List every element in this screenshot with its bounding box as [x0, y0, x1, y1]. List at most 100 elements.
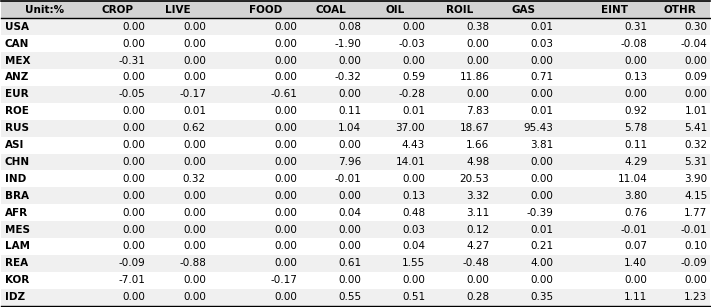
- Text: -0.61: -0.61: [270, 89, 297, 99]
- Text: -0.31: -0.31: [119, 56, 146, 65]
- Text: -0.09: -0.09: [119, 258, 146, 268]
- Text: 0.00: 0.00: [123, 22, 146, 32]
- Text: -0.39: -0.39: [527, 208, 553, 218]
- Text: 11.86: 11.86: [459, 72, 489, 83]
- Text: -0.17: -0.17: [270, 275, 297, 285]
- Text: 0.03: 0.03: [402, 224, 425, 235]
- Text: 0.01: 0.01: [530, 106, 553, 116]
- Text: USA: USA: [5, 22, 29, 32]
- Text: 0.00: 0.00: [183, 242, 206, 251]
- Text: 0.00: 0.00: [183, 292, 206, 302]
- Text: 3.32: 3.32: [466, 191, 489, 201]
- Text: LIVE: LIVE: [165, 5, 191, 15]
- Text: 4.00: 4.00: [530, 258, 553, 268]
- Text: 0.00: 0.00: [274, 123, 297, 133]
- Text: 0.07: 0.07: [624, 242, 647, 251]
- Text: 0.55: 0.55: [338, 292, 361, 302]
- Text: 0.00: 0.00: [123, 191, 146, 201]
- Text: 0.00: 0.00: [466, 56, 489, 65]
- Text: ASI: ASI: [5, 140, 24, 150]
- Text: 0.00: 0.00: [183, 72, 206, 83]
- Text: 4.29: 4.29: [624, 157, 647, 167]
- Text: 0.00: 0.00: [530, 157, 553, 167]
- Text: MEX: MEX: [5, 56, 31, 65]
- Text: -0.32: -0.32: [334, 72, 361, 83]
- Text: 0.00: 0.00: [624, 56, 647, 65]
- Text: 0.11: 0.11: [624, 140, 647, 150]
- Text: 0.00: 0.00: [466, 39, 489, 49]
- Bar: [1, 18, 710, 35]
- Text: KOR: KOR: [5, 275, 29, 285]
- Bar: [1, 137, 710, 154]
- Bar: [1, 86, 710, 103]
- Text: 0.00: 0.00: [274, 224, 297, 235]
- Bar: [1, 187, 710, 204]
- Text: IDZ: IDZ: [5, 292, 25, 302]
- Text: 0.10: 0.10: [685, 242, 707, 251]
- Bar: [1, 69, 710, 86]
- Text: 0.00: 0.00: [338, 242, 361, 251]
- Text: Unit:%: Unit:%: [25, 5, 64, 15]
- Text: 4.98: 4.98: [466, 157, 489, 167]
- Text: 0.00: 0.00: [183, 140, 206, 150]
- Text: 0.00: 0.00: [123, 292, 146, 302]
- Text: 0.35: 0.35: [530, 292, 553, 302]
- Text: 0.01: 0.01: [530, 224, 553, 235]
- Text: COAL: COAL: [316, 5, 346, 15]
- Text: FOOD: FOOD: [249, 5, 282, 15]
- Text: 1.01: 1.01: [685, 106, 707, 116]
- Text: 5.78: 5.78: [624, 123, 647, 133]
- Text: 0.00: 0.00: [338, 140, 361, 150]
- Text: -1.90: -1.90: [334, 39, 361, 49]
- Text: 7.83: 7.83: [466, 106, 489, 116]
- Text: 0.48: 0.48: [402, 208, 425, 218]
- Text: -0.28: -0.28: [398, 89, 425, 99]
- Text: OIL: OIL: [385, 5, 405, 15]
- Text: -0.03: -0.03: [398, 39, 425, 49]
- Text: 0.00: 0.00: [183, 191, 206, 201]
- Text: 0.00: 0.00: [183, 224, 206, 235]
- Text: LAM: LAM: [5, 242, 30, 251]
- Text: 0.92: 0.92: [624, 106, 647, 116]
- Text: 0.01: 0.01: [530, 22, 553, 32]
- Text: 0.03: 0.03: [530, 39, 553, 49]
- Text: 0.00: 0.00: [402, 275, 425, 285]
- Text: 1.40: 1.40: [624, 258, 647, 268]
- Bar: [1, 289, 710, 305]
- Text: 0.00: 0.00: [274, 72, 297, 83]
- Text: 0.30: 0.30: [685, 22, 707, 32]
- Text: 0.00: 0.00: [274, 292, 297, 302]
- Text: 1.23: 1.23: [684, 292, 707, 302]
- Text: 0.04: 0.04: [402, 242, 425, 251]
- Text: 0.32: 0.32: [685, 140, 707, 150]
- Text: GAS: GAS: [511, 5, 535, 15]
- Text: CHN: CHN: [5, 157, 30, 167]
- Text: 0.51: 0.51: [402, 292, 425, 302]
- Text: 1.55: 1.55: [402, 258, 425, 268]
- Text: -0.88: -0.88: [179, 258, 206, 268]
- Text: 0.00: 0.00: [530, 191, 553, 201]
- Text: 0.00: 0.00: [402, 22, 425, 32]
- Text: 0.00: 0.00: [274, 39, 297, 49]
- Text: -0.01: -0.01: [334, 174, 361, 184]
- Text: OTHR: OTHR: [663, 5, 696, 15]
- Text: 5.31: 5.31: [684, 157, 707, 167]
- Text: 11.04: 11.04: [617, 174, 647, 184]
- Bar: [1, 35, 710, 52]
- Text: 0.00: 0.00: [466, 89, 489, 99]
- Text: 37.00: 37.00: [395, 123, 425, 133]
- Text: 3.80: 3.80: [624, 191, 647, 201]
- Text: 0.00: 0.00: [274, 208, 297, 218]
- Text: 0.04: 0.04: [338, 208, 361, 218]
- Text: 0.00: 0.00: [685, 89, 707, 99]
- Text: 0.11: 0.11: [338, 106, 361, 116]
- Text: CAN: CAN: [5, 39, 29, 49]
- Text: ROE: ROE: [5, 106, 29, 116]
- Bar: [1, 221, 710, 238]
- Text: 0.13: 0.13: [624, 72, 647, 83]
- Text: 0.00: 0.00: [123, 157, 146, 167]
- Text: ANZ: ANZ: [5, 72, 29, 83]
- Text: 18.67: 18.67: [459, 123, 489, 133]
- Text: 4.43: 4.43: [402, 140, 425, 150]
- Text: 0.00: 0.00: [274, 174, 297, 184]
